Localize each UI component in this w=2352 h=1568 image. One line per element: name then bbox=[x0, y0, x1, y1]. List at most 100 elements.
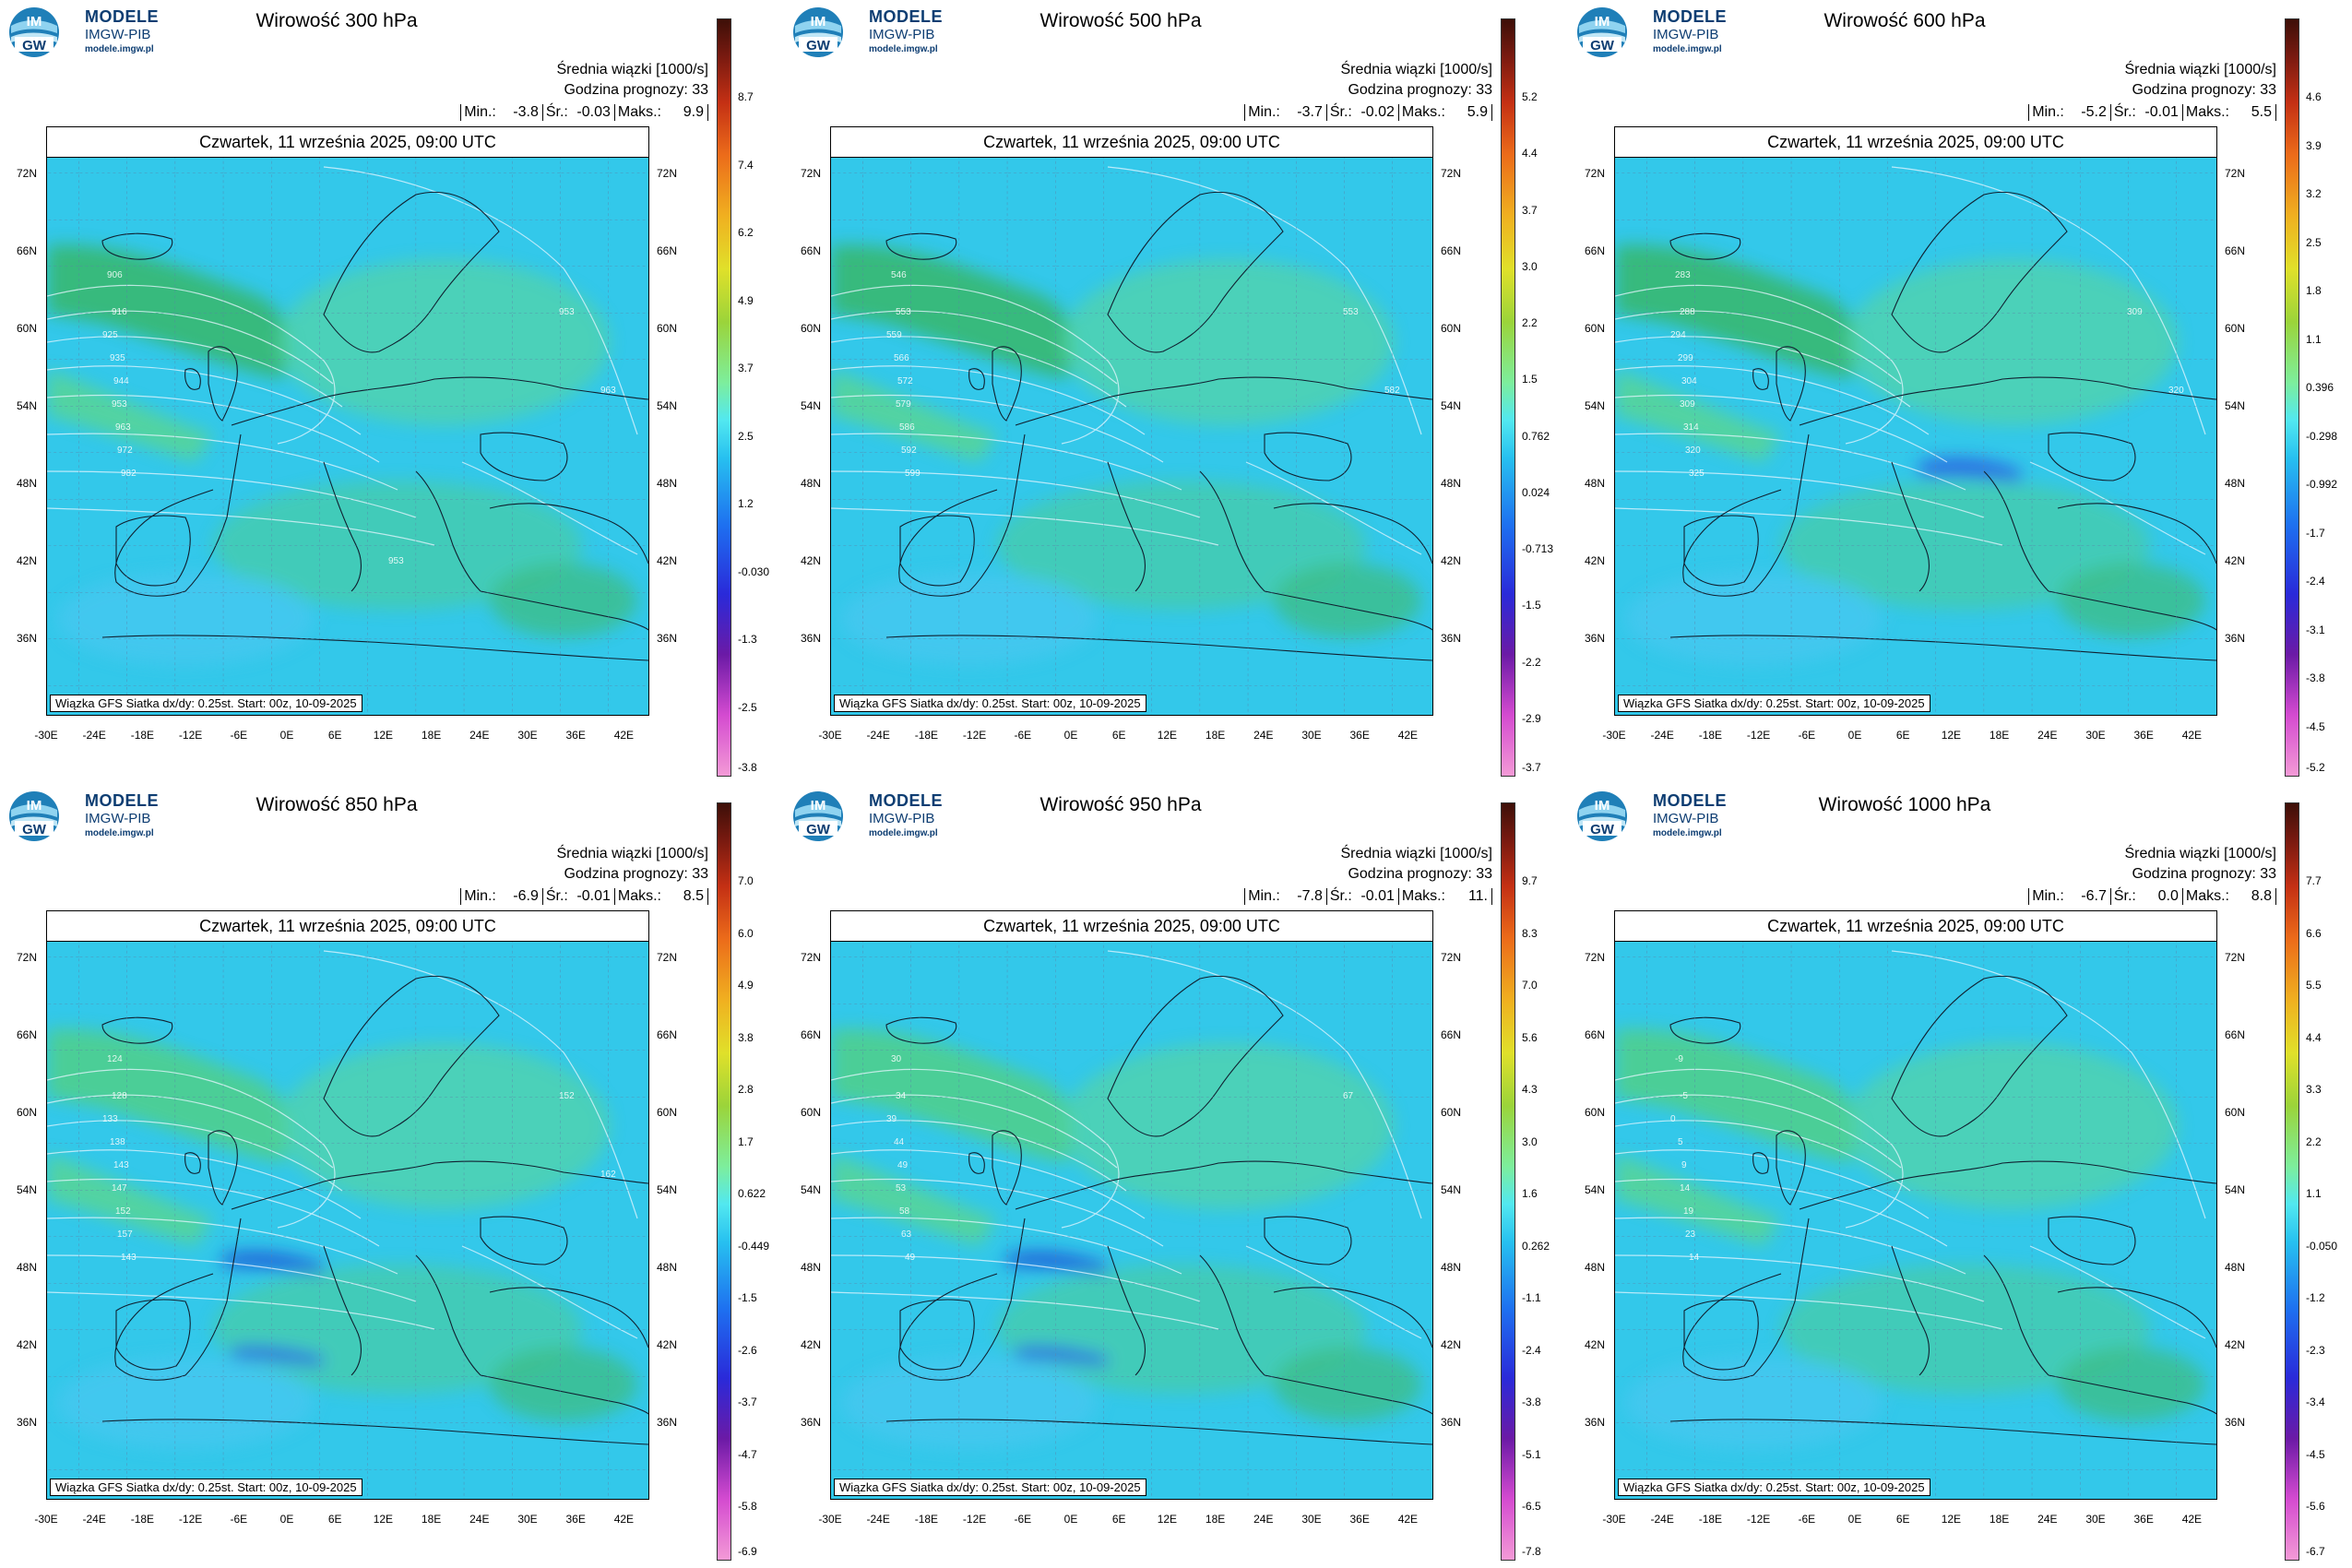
colorbar-tick: 3.7 bbox=[1522, 203, 1538, 217]
colorbar-tick: -0.050 bbox=[2306, 1239, 2338, 1253]
contour-label: 579 bbox=[896, 399, 911, 410]
mean-label: Śr.: bbox=[541, 104, 570, 121]
lon-label: 0E bbox=[1063, 729, 1078, 742]
lat-label: 42N bbox=[801, 1338, 822, 1351]
lon-label: 30E bbox=[517, 729, 538, 742]
imgw-logo[interactable]: IM GW MODELE IMGW-PIB modele.imgw.pl bbox=[6, 6, 218, 61]
contour-label: 953 bbox=[559, 307, 575, 317]
contour-label: 152 bbox=[115, 1206, 131, 1217]
colorbar-tick: 1.7 bbox=[738, 1134, 754, 1148]
lon-label: -18E bbox=[914, 729, 939, 742]
colorbar-tick: -4.7 bbox=[738, 1447, 757, 1461]
lat-label: 72N bbox=[2225, 167, 2246, 180]
contour-label: 14 bbox=[1689, 1253, 1700, 1263]
lon-label: 0E bbox=[1847, 729, 1862, 742]
colorbar-tick: 6.6 bbox=[2306, 926, 2322, 940]
lat-label: 60N bbox=[1441, 1106, 1462, 1119]
max-value: 8.5 bbox=[683, 888, 704, 904]
imgw-badge-icon: IM GW bbox=[9, 7, 59, 57]
colorbar-tick: 4.4 bbox=[1522, 147, 1538, 160]
colorbar-tick: 5.2 bbox=[1522, 90, 1538, 103]
lat-label: 72N bbox=[801, 951, 822, 964]
panel-title: Wirowość 600 hPa bbox=[1823, 10, 1986, 31]
stats-row: Min.: -7.8 Śr.: -0.01 Maks.: 11. bbox=[1244, 888, 1492, 905]
svg-text:IM: IM bbox=[27, 14, 42, 30]
mean-label: Śr.: bbox=[2109, 104, 2138, 121]
imgw-badge-icon: IM GW bbox=[793, 7, 843, 57]
lat-label: 66N bbox=[2225, 244, 2246, 257]
contour-label: 582 bbox=[1384, 386, 1400, 396]
colorbar: 8.7 7.4 6.2 4.9 3.7 2.5 1.2 -0.030 -1.3 -2.5 -3.8 bbox=[712, 18, 784, 777]
contour-label: -5 bbox=[1680, 1091, 1688, 1101]
lat-label: 60N bbox=[17, 1106, 38, 1119]
valid-date: Czwartek, 11 września 2025, 09:00 UTC bbox=[830, 910, 1433, 941]
lat-label: 42N bbox=[657, 1338, 678, 1351]
imgw-logo[interactable]: IM GW MODELE IMGW-PIB modele.imgw.pl bbox=[790, 6, 1002, 61]
lon-label: -12E bbox=[178, 729, 203, 742]
lon-label: 36E bbox=[1349, 1513, 1370, 1526]
panel-title: Wirowość 300 hPa bbox=[255, 10, 418, 31]
contour-label: 935 bbox=[110, 353, 125, 363]
logo-line2: IMGW-PIB bbox=[85, 811, 151, 826]
valid-date: Czwartek, 11 września 2025, 09:00 UTC bbox=[830, 126, 1433, 157]
svg-text:GW: GW bbox=[806, 822, 831, 837]
lat-label: 72N bbox=[1585, 167, 1606, 180]
lon-label: 6E bbox=[327, 1513, 342, 1526]
lon-label: 0E bbox=[279, 1513, 294, 1526]
colorbar-tick: -6.7 bbox=[2306, 1545, 2325, 1558]
lat-label: 72N bbox=[657, 951, 678, 964]
colorbar-tick: -3.7 bbox=[1522, 761, 1541, 774]
logo-url: modele.imgw.pl bbox=[869, 828, 938, 838]
colorbar-tick: 0.622 bbox=[738, 1187, 766, 1201]
max-label: Maks.: bbox=[613, 888, 663, 905]
lat-label: 54N bbox=[801, 1183, 822, 1196]
colorbar-tick: -2.9 bbox=[1522, 711, 1541, 725]
imgw-logo[interactable]: IM GW MODELE IMGW-PIB modele.imgw.pl bbox=[1574, 790, 1786, 845]
colorbar-tick: 0.762 bbox=[1522, 429, 1550, 443]
lat-label: 54N bbox=[1441, 399, 1462, 412]
contour-label: 162 bbox=[600, 1170, 616, 1180]
lon-label: -18E bbox=[914, 1513, 939, 1526]
panel-title: Wirowość 500 hPa bbox=[1039, 10, 1202, 31]
contour-label: 5 bbox=[1678, 1137, 1683, 1147]
contour-label: 599 bbox=[905, 469, 921, 479]
lon-label: -24E bbox=[866, 729, 890, 742]
colorbar-tick: -3.1 bbox=[2306, 623, 2325, 636]
colorbar-tick: -3.7 bbox=[738, 1396, 757, 1409]
imgw-logo[interactable]: IM GW MODELE IMGW-PIB modele.imgw.pl bbox=[790, 790, 1002, 845]
contour-label: 9 bbox=[1681, 1160, 1687, 1170]
colorbar-tick: 2.2 bbox=[2306, 1134, 2322, 1148]
colorbar-tick: -1.5 bbox=[1522, 599, 1541, 612]
lat-label: 42N bbox=[17, 1338, 38, 1351]
forecast-panel: IM GW MODELE IMGW-PIB modele.imgw.pl Wir… bbox=[0, 0, 784, 784]
imgw-badge-icon: IM GW bbox=[1577, 791, 1627, 841]
contour-label: 157 bbox=[117, 1229, 133, 1240]
lon-label: 18E bbox=[421, 1513, 442, 1526]
stats-row: Min.: -3.7 Śr.: -0.02 Maks.: 5.9 bbox=[1244, 104, 1492, 121]
logo-line1: MODELE bbox=[869, 791, 944, 810]
lat-label: 36N bbox=[2225, 1416, 2246, 1429]
lat-label: 42N bbox=[657, 554, 678, 567]
contour-label: -9 bbox=[1675, 1054, 1683, 1064]
contour-label: 906 bbox=[107, 270, 123, 280]
lon-label: -24E bbox=[82, 1513, 106, 1526]
forecast-panel: IM GW MODELE IMGW-PIB modele.imgw.pl Wir… bbox=[784, 784, 1568, 1568]
lon-label: -18E bbox=[1698, 1513, 1723, 1526]
contour-label: 44 bbox=[894, 1137, 905, 1147]
contour-label: 138 bbox=[110, 1137, 125, 1147]
forecast-panel: IM GW MODELE IMGW-PIB modele.imgw.pl Wir… bbox=[1568, 784, 2352, 1568]
lon-label: 24E bbox=[2037, 729, 2058, 742]
svg-text:GW: GW bbox=[1590, 822, 1615, 837]
lat-label: 42N bbox=[2225, 554, 2246, 567]
max-value: 11. bbox=[1467, 888, 1488, 904]
lon-label: -6E bbox=[230, 729, 248, 742]
lon-label: 12E bbox=[373, 729, 394, 742]
colorbar-tick: 6.2 bbox=[738, 226, 754, 239]
contour-label: 294 bbox=[1670, 330, 1686, 340]
lat-label: 72N bbox=[1441, 951, 1462, 964]
colorbar-gradient bbox=[717, 18, 731, 777]
colorbar-tick: -2.5 bbox=[738, 700, 757, 714]
imgw-logo[interactable]: IM GW MODELE IMGW-PIB modele.imgw.pl bbox=[6, 790, 218, 845]
imgw-logo[interactable]: IM GW MODELE IMGW-PIB modele.imgw.pl bbox=[1574, 6, 1786, 61]
info-forecast-hour: Godzina prognozy: 33 bbox=[1348, 82, 1492, 98]
